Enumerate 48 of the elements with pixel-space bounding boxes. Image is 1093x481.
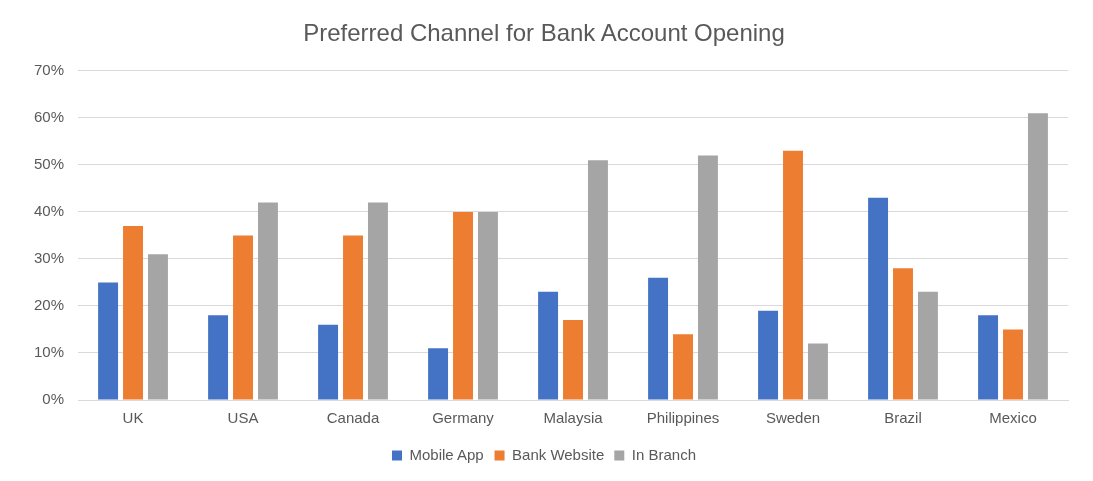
bar bbox=[147, 254, 168, 400]
bar bbox=[673, 334, 693, 400]
x-tick-label: Sweden bbox=[765, 409, 821, 427]
bar bbox=[453, 211, 473, 400]
legend-label: Bank Website bbox=[512, 445, 605, 463]
bar bbox=[563, 320, 583, 400]
legend-label: In Branch bbox=[631, 445, 697, 463]
bar bbox=[318, 324, 339, 400]
bar bbox=[978, 315, 999, 400]
bar bbox=[428, 348, 449, 400]
x-tick-label: Canada bbox=[326, 409, 380, 427]
bar bbox=[758, 310, 779, 400]
y-tick-label: 70% bbox=[33, 60, 65, 78]
bar bbox=[783, 150, 803, 400]
bar bbox=[98, 282, 119, 400]
bar bbox=[917, 291, 938, 400]
bar bbox=[587, 160, 608, 400]
x-tick-label: USA bbox=[227, 409, 259, 427]
x-tick-label: Brazil bbox=[884, 409, 922, 427]
bar bbox=[367, 202, 388, 400]
y-tick-label: 10% bbox=[33, 343, 65, 361]
y-tick-label: 50% bbox=[33, 155, 65, 172]
bar bbox=[697, 155, 718, 400]
legend-label: Mobile App bbox=[409, 445, 484, 463]
x-tick-label: Malaysia bbox=[543, 409, 604, 427]
x-tick-label: Mexico bbox=[989, 409, 1037, 427]
bar bbox=[477, 211, 498, 400]
bar bbox=[257, 202, 278, 400]
bar bbox=[233, 235, 253, 400]
bar bbox=[807, 343, 828, 400]
bar bbox=[538, 291, 559, 400]
bar bbox=[1003, 329, 1023, 400]
chart-title: Preferred Channel for Bank Account Opening bbox=[303, 19, 785, 47]
bar bbox=[208, 315, 229, 400]
y-tick-label: 30% bbox=[33, 249, 65, 267]
bar bbox=[868, 197, 889, 400]
y-tick-label: 0% bbox=[42, 390, 65, 408]
y-tick-label: 60% bbox=[33, 107, 65, 125]
bar bbox=[648, 277, 669, 400]
y-tick-label: 20% bbox=[33, 296, 65, 314]
bar bbox=[893, 268, 913, 400]
bar bbox=[343, 235, 363, 400]
bar bbox=[1027, 113, 1048, 400]
x-tick-label: Philippines bbox=[646, 409, 720, 427]
y-tick-label: 40% bbox=[33, 202, 65, 220]
x-tick-label: UK bbox=[122, 409, 144, 427]
bar bbox=[123, 225, 143, 400]
x-tick-label: Germany bbox=[432, 409, 495, 427]
